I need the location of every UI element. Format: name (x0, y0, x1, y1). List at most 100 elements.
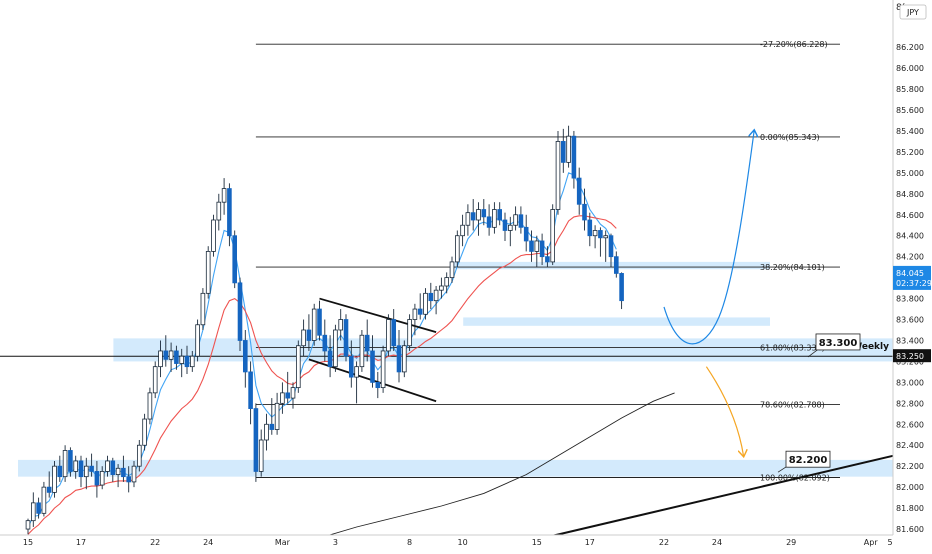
candle-bear[interactable] (46, 486, 52, 493)
candle-bull[interactable] (454, 235, 460, 263)
candle-bear[interactable] (317, 308, 322, 336)
candle-bear[interactable] (110, 460, 116, 475)
candle-bull[interactable] (152, 366, 158, 394)
candle-bear[interactable] (269, 423, 275, 430)
candle-bull[interactable] (534, 240, 540, 252)
candle-bull[interactable] (73, 460, 79, 472)
weekly-price-tag[interactable] (893, 349, 931, 363)
candle-bull[interactable] (205, 251, 211, 294)
candle-bull[interactable] (401, 345, 407, 373)
candle-bull[interactable] (179, 355, 185, 364)
candle-bull[interactable] (158, 350, 163, 368)
current-price-tag[interactable] (893, 265, 931, 290)
candle-bear[interactable] (619, 273, 624, 302)
candle-bear[interactable] (322, 334, 328, 352)
candle-bear[interactable] (36, 502, 41, 514)
candle-bear[interactable] (68, 450, 73, 472)
candle-bear[interactable] (184, 355, 190, 368)
candle-bull[interactable] (216, 201, 222, 221)
candle-bull[interactable] (550, 209, 555, 263)
candle-bull[interactable] (301, 329, 306, 347)
candle-bull[interactable] (566, 135, 571, 163)
candle-bear[interactable] (232, 235, 238, 284)
candle-bear[interactable] (502, 219, 508, 231)
candle-bull[interactable] (211, 219, 216, 252)
candle-bear[interactable] (529, 240, 534, 252)
candle-bull[interactable] (311, 308, 317, 341)
candle-bull[interactable] (380, 350, 386, 389)
candle-bull[interactable] (30, 502, 36, 522)
candle-bear[interactable] (396, 345, 402, 373)
candle-bear[interactable] (285, 392, 290, 399)
candle-bull[interactable] (200, 292, 206, 326)
candle-bull[interactable] (84, 465, 89, 478)
time-axis[interactable]: 15 17 22 24 Mar 3 8 10 15 17 22 24 29 Apr 5 (0, 534, 932, 550)
candle-bull[interactable] (136, 444, 142, 467)
candle-bull[interactable] (476, 209, 481, 221)
candle-bull[interactable] (359, 334, 365, 368)
candle-bull[interactable] (99, 471, 105, 486)
candle-bull[interactable] (412, 308, 418, 320)
candle-bear[interactable] (227, 188, 232, 237)
candle-bull[interactable] (290, 387, 296, 399)
price-axis[interactable]: 8(JPY86.20086.00085.80085.60085.40085.20… (892, 0, 932, 550)
candle-bear[interactable] (242, 340, 248, 373)
candle-bull[interactable] (603, 235, 608, 239)
candle-bull[interactable] (460, 224, 465, 237)
candle-bear[interactable] (598, 230, 603, 239)
candle-bull[interactable] (41, 486, 47, 514)
candle-bear[interactable] (375, 381, 381, 389)
candle-bear[interactable] (370, 350, 375, 383)
candle-bear[interactable] (576, 177, 582, 205)
candle-bear[interactable] (608, 235, 614, 258)
candle-bull[interactable] (258, 439, 264, 472)
candle-bull[interactable] (142, 418, 147, 446)
candle-bear[interactable] (545, 256, 550, 263)
candle-bear[interactable] (253, 408, 259, 472)
candle-bull[interactable] (444, 277, 449, 287)
candle-bear[interactable] (587, 219, 593, 237)
candle-bear[interactable] (237, 282, 243, 341)
candle-bull[interactable] (274, 402, 280, 430)
candle-bear[interactable] (89, 465, 94, 472)
candle-bull[interactable] (386, 319, 391, 352)
currency-badge[interactable] (899, 4, 927, 20)
candle-bear[interactable] (518, 214, 524, 228)
candle-bear[interactable] (539, 240, 545, 258)
candle-bull[interactable] (115, 467, 121, 475)
candle-bear[interactable] (523, 226, 529, 242)
candle-bull[interactable] (433, 289, 439, 302)
candle-bull[interactable] (295, 345, 301, 389)
candle-bear[interactable] (248, 371, 253, 409)
candle-bull[interactable] (62, 450, 68, 478)
candle-bull[interactable] (507, 224, 513, 231)
candle-bear[interactable] (327, 350, 333, 368)
candle-bull[interactable] (449, 261, 455, 279)
candle-bull[interactable] (147, 392, 153, 420)
candle-bear[interactable] (428, 292, 434, 302)
candle-bull[interactable] (195, 324, 200, 357)
candle-bear[interactable] (126, 476, 132, 483)
candle-bull[interactable] (105, 460, 110, 472)
candle-bear[interactable] (391, 319, 396, 347)
candle-bear[interactable] (78, 460, 84, 478)
candle-bull[interactable] (280, 392, 285, 404)
candle-bear[interactable] (614, 256, 619, 274)
candle-bull[interactable] (168, 350, 174, 360)
candle-bear[interactable] (306, 329, 312, 341)
candle-bull[interactable] (131, 465, 137, 483)
candle-bear[interactable] (174, 350, 179, 364)
candle-bull[interactable] (513, 214, 518, 226)
candle-bull[interactable] (592, 230, 598, 237)
candle-bull[interactable] (439, 285, 444, 291)
candle-bull[interactable] (492, 209, 497, 228)
candle-bear[interactable] (481, 209, 487, 218)
candle-bear[interactable] (121, 467, 126, 478)
candle-bull[interactable] (465, 212, 471, 226)
candle-bull[interactable] (221, 188, 227, 203)
candle-bear[interactable] (571, 135, 577, 179)
candle-bear[interactable] (486, 216, 492, 228)
candle-bull[interactable] (52, 465, 57, 493)
candle-bull[interactable] (25, 520, 31, 530)
